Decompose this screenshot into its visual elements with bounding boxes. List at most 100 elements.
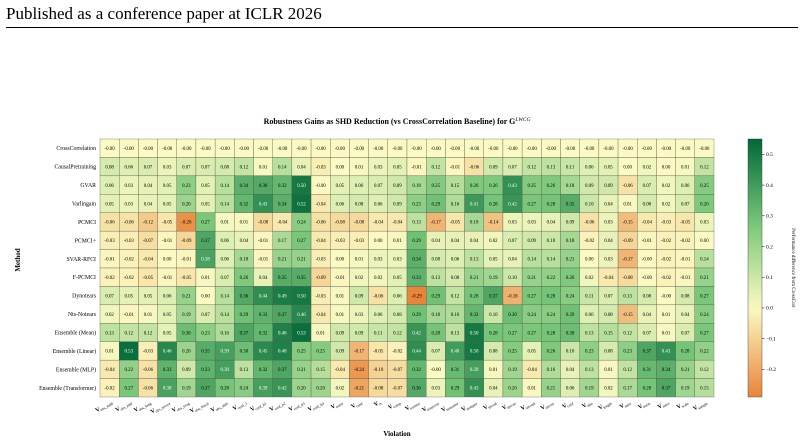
- heatmap-cell-value: 0.26: [240, 276, 249, 281]
- column-label: Vcomp: [387, 399, 401, 411]
- heatmap-cell-value: 0.36: [240, 294, 249, 299]
- heatmap-cell-value: -0.04: [316, 313, 327, 318]
- heatmap-cell-value: -0.02: [392, 350, 403, 355]
- heatmap-cell-value: 0.21: [547, 387, 556, 392]
- heatmap-cell-value: 0.48: [278, 331, 287, 336]
- heatmap-cell-value: 0.40: [451, 350, 460, 355]
- heatmap-cell-value: 0.22: [547, 276, 556, 281]
- heatmap-cell-value: -0.06: [105, 221, 116, 226]
- heatmap-cell-value: -0.06: [469, 165, 480, 170]
- heatmap-cell-value: 0.03: [374, 165, 383, 170]
- heatmap-cell-value: 0.19: [489, 276, 498, 281]
- heatmap-cell-value: 0.08: [220, 165, 229, 170]
- column-label: Vconf_h1: [250, 399, 268, 413]
- heatmap-cell-value: 0.00: [374, 239, 383, 244]
- heatmap-cell-value: -0.18: [507, 294, 518, 299]
- heatmap-cell-value: 0.18: [412, 184, 421, 189]
- colorbar-label: Performance difference from CrossCorr: [790, 228, 795, 308]
- heatmap-cell-value: -0.06: [584, 221, 595, 226]
- heatmap-cell-value: 0.09: [393, 184, 402, 189]
- heatmap-cell-value: 0.35: [278, 276, 287, 281]
- heatmap-cell-value: 0.00: [662, 165, 671, 170]
- heatmap-cell-value: -0.10: [373, 368, 384, 373]
- heatmap-cell-value: 0.28: [489, 202, 498, 207]
- heatmap-cell-value: -0.07: [392, 368, 403, 373]
- heatmap-cell-value: 0.14: [220, 184, 229, 189]
- heatmap-cell-value: 0.28: [547, 294, 556, 299]
- heatmap-cell-value: 0.09: [336, 350, 345, 355]
- heatmap-cell-value: -0.05: [373, 350, 384, 355]
- heatmap-cell-value: 0.05: [489, 258, 498, 263]
- heatmap-cell-value: -0.01: [642, 239, 653, 244]
- heatmap-cell-value: 0.07: [220, 276, 229, 281]
- heatmap-cell-value: 0.08: [105, 165, 114, 170]
- heatmap-cell-value: -0.12: [143, 221, 154, 226]
- heatmap-cell-value: 0.07: [201, 313, 210, 318]
- heatmap-cell-value: -0.00: [239, 147, 250, 152]
- heatmap-cell-value: -0.01: [335, 276, 346, 281]
- heatmap-cell-value: -0.15: [623, 313, 634, 318]
- heatmap-cell-value: 0.26: [566, 276, 575, 281]
- heatmap-cell-value: 0.07: [604, 294, 613, 299]
- column-label: Vobs_severe: [150, 399, 172, 415]
- heatmap-cell-value: 0.27: [201, 221, 210, 226]
- heatmap-cell-value: -0.04: [143, 258, 154, 263]
- heatmap-cell-value: 0.44: [259, 294, 268, 299]
- heatmap-cell-value: 0.20: [297, 387, 306, 392]
- heatmap-cell-value: 0.01: [355, 165, 364, 170]
- heatmap-cell-value: -0.08: [373, 387, 384, 392]
- heatmap-cell-value: 0.13: [585, 368, 594, 373]
- heatmap-cell-value: 0.09: [489, 165, 498, 170]
- column-label: Vnoise: [330, 399, 344, 411]
- heatmap-cell-value: -0.07: [392, 387, 403, 392]
- colorbar-tick-label: −0.1: [766, 336, 776, 342]
- heatmap-cell-value: 0.04: [297, 165, 306, 170]
- heatmap-cell-value: 0.50: [297, 294, 306, 299]
- heatmap-cell-value: 0.13: [470, 258, 479, 263]
- heatmap-cell-value: 0.36: [259, 184, 268, 189]
- heatmap-cell-value: 0.05: [201, 202, 210, 207]
- column-label: Vintvstr: [540, 399, 556, 412]
- heatmap-cell-value: 0.06: [585, 313, 594, 318]
- heatmap-cell-value: 0.04: [240, 239, 249, 244]
- heatmap-cell-value: 0.14: [220, 313, 229, 318]
- heatmap-cell-value: 0.28: [432, 331, 441, 336]
- heatmap-cell-value: 0.06: [336, 202, 345, 207]
- heatmap-cell-value: 0.33: [201, 368, 210, 373]
- row-label: Dynotears: [72, 294, 97, 300]
- heatmap-cell-value: 0.29: [451, 387, 460, 392]
- heatmap-cell-value: -0.00: [258, 147, 269, 152]
- heatmap-cell-value: 0.06: [220, 239, 229, 244]
- colorbar-tick-label: 0.3: [766, 214, 773, 220]
- heatmap-cell-value: 0.34: [412, 258, 421, 263]
- heatmap-cell-value: -0.02: [661, 276, 672, 281]
- heatmap-cell-value: 0.39: [220, 350, 229, 355]
- heatmap-cell-value: -0.03: [316, 294, 327, 299]
- heatmap-cell-value: 0.20: [316, 387, 325, 392]
- heatmap-cell-value: 0.34: [278, 202, 287, 207]
- heatmap-cell-value: 0.09: [527, 239, 536, 244]
- heatmap-cell-value: 0.01: [662, 313, 671, 318]
- heatmap-cell-value: -0.00: [412, 147, 423, 152]
- heatmap-cell-value: 0.00: [585, 258, 594, 263]
- heatmap-cell-value: 0.37: [240, 331, 249, 336]
- heatmap-cell-value: 0.08: [643, 202, 652, 207]
- heatmap-cell-value: 0.14: [527, 258, 536, 263]
- heatmap-cell-value: -0.02: [584, 239, 595, 244]
- heatmap-cell-value: -0.00: [469, 147, 480, 152]
- heatmap-cell-value: 0.12: [144, 331, 153, 336]
- heatmap-cell-value: 0.24: [240, 387, 249, 392]
- heatmap-cell-value: 0.02: [643, 165, 652, 170]
- heatmap-cell-value: 0.04: [489, 387, 498, 392]
- heatmap-cell-value: 0.24: [566, 294, 575, 299]
- row-label: GVAR: [80, 183, 96, 189]
- heatmap-cell-value: 0.23: [182, 184, 191, 189]
- row-label: Ensemble (MLP): [56, 366, 96, 373]
- heatmap-cell-value: 0.01: [316, 331, 325, 336]
- heatmap-cell-value: -0.00: [124, 147, 135, 152]
- heatmap-cell-value: 0.35: [566, 202, 575, 207]
- heatmap-cell-value: 0.00: [700, 239, 709, 244]
- heatmap-cell-value: 0.13: [451, 331, 460, 336]
- heatmap-cell-value: -0.04: [603, 276, 614, 281]
